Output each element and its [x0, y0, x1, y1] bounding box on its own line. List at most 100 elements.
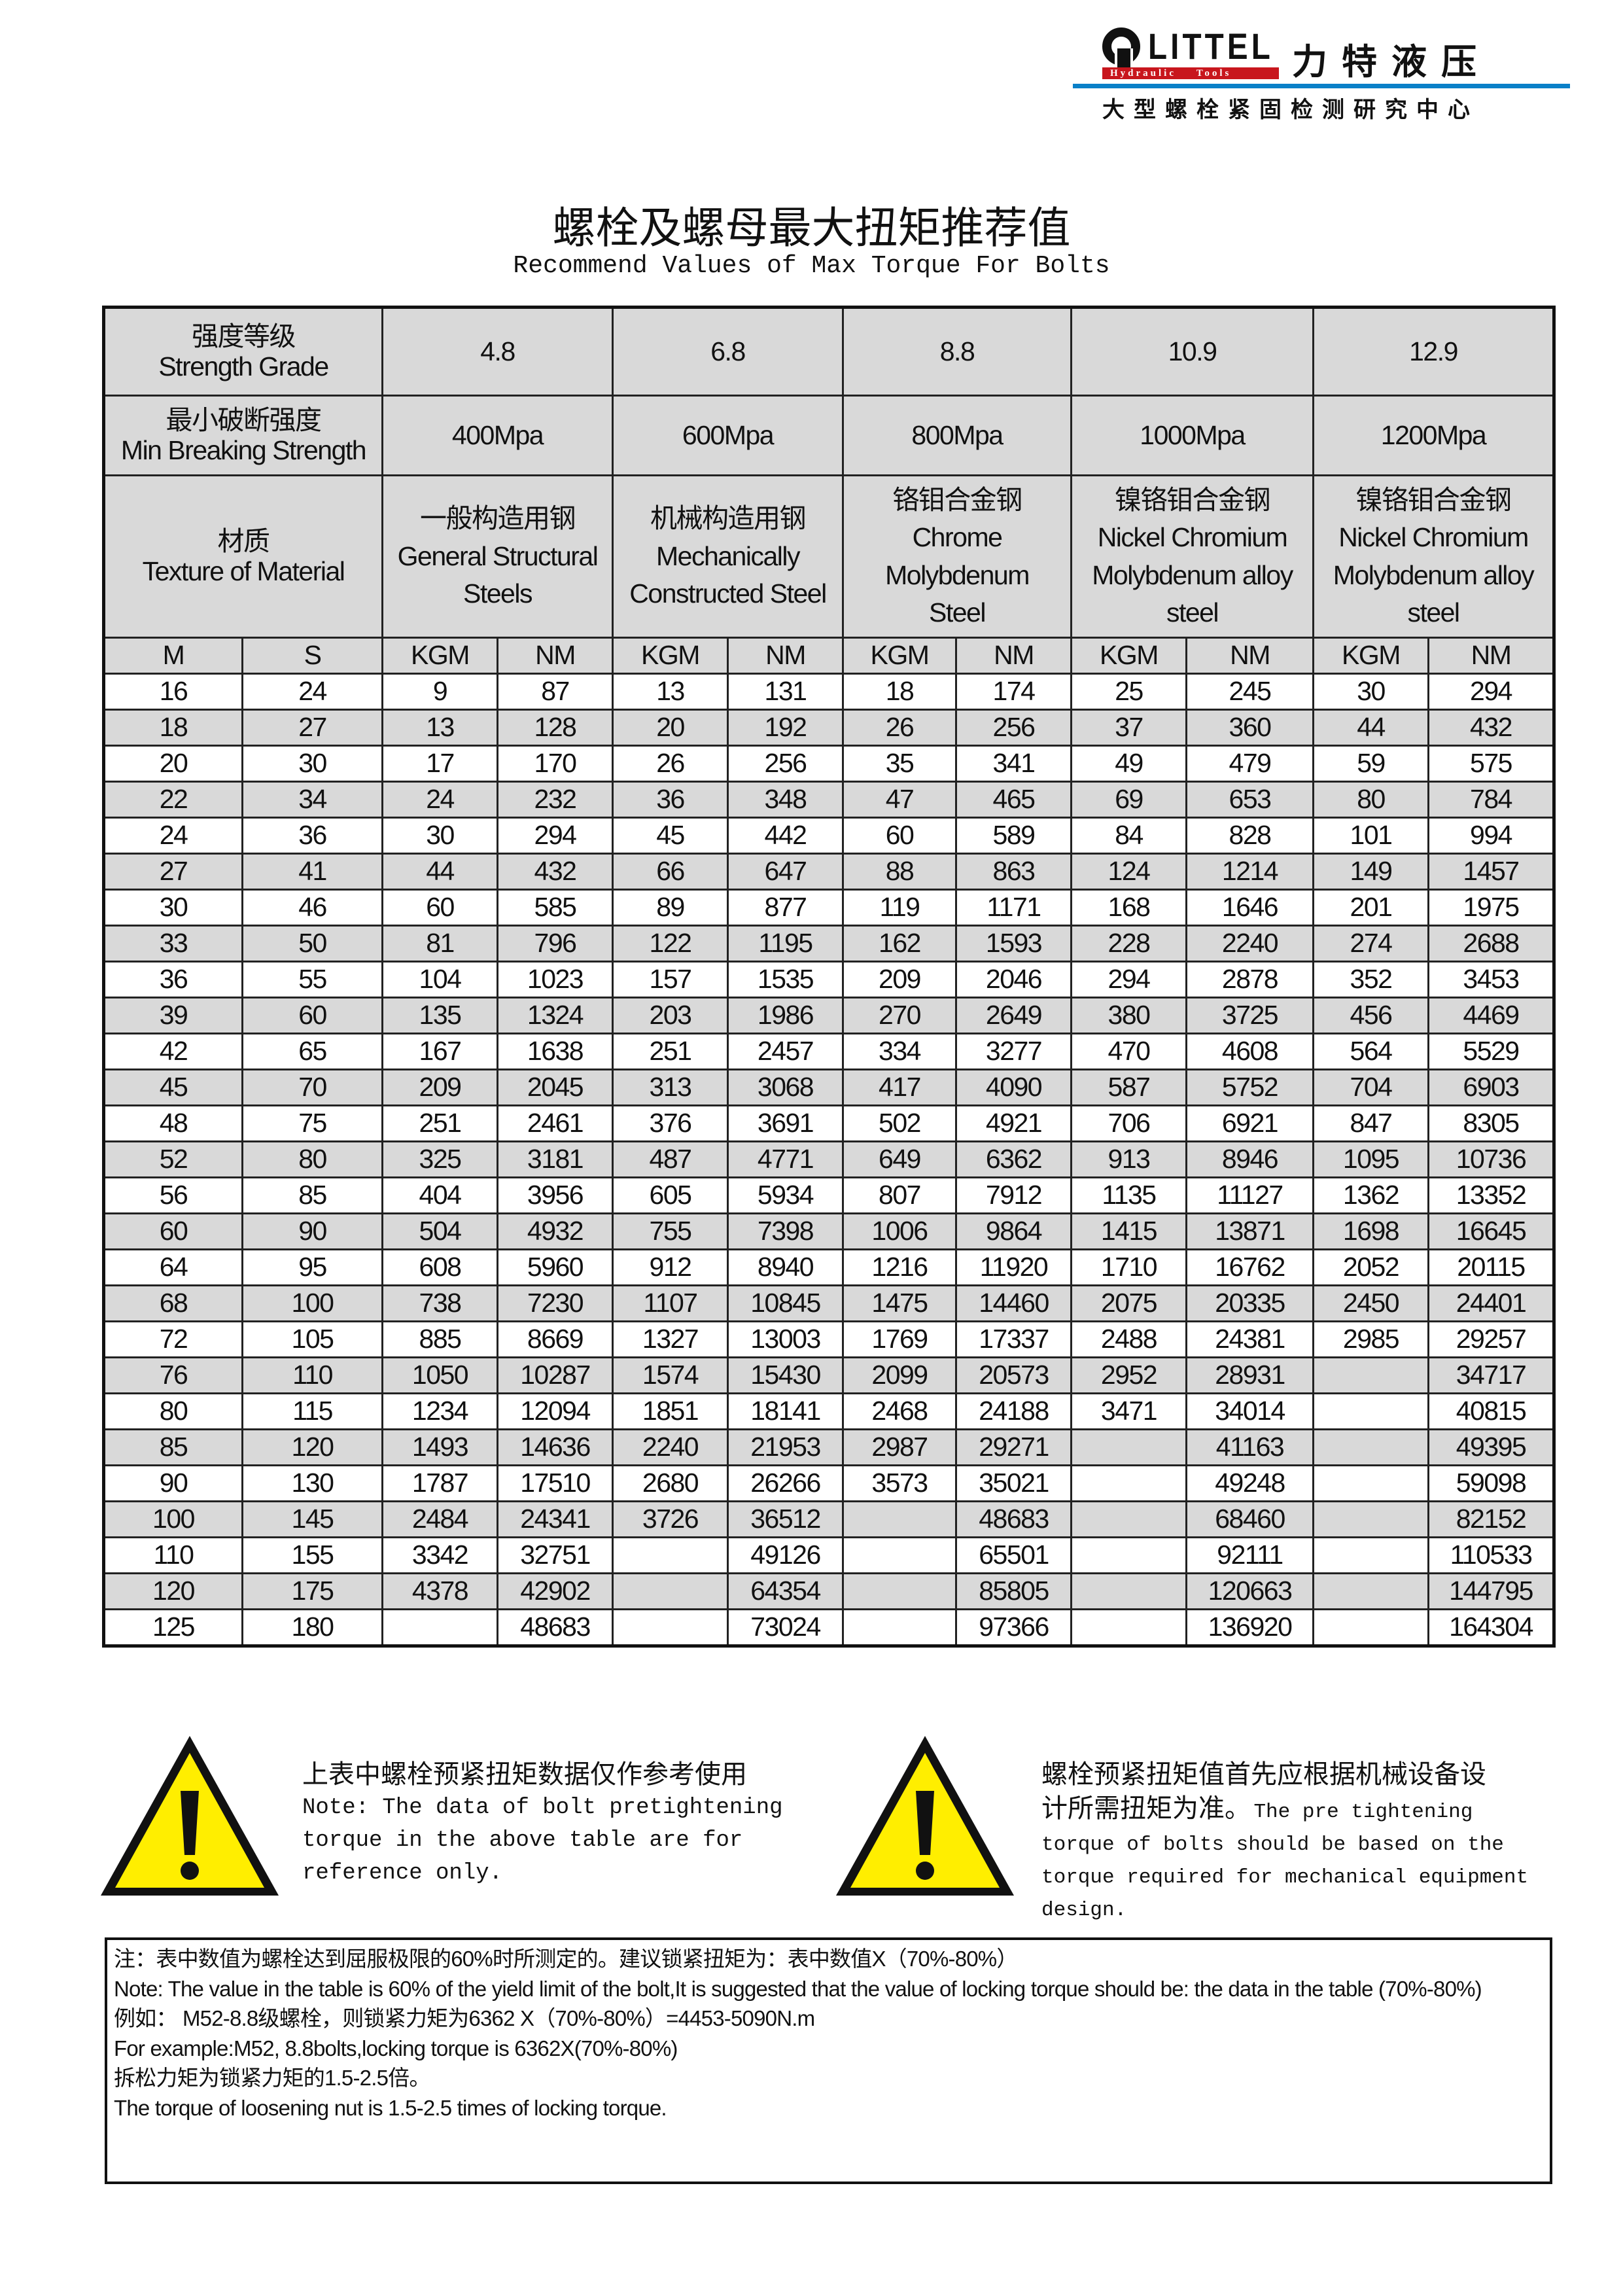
table-cell: 26: [612, 745, 729, 783]
table-cell: 3277: [955, 1033, 1072, 1070]
material-cell: 铬钼合金钢 Chrome Molybdenum Steel: [842, 474, 1072, 639]
table-cell: 88: [842, 853, 957, 891]
table-row: 20 30 17 170 26 256 35 341 49 479 59 575: [103, 745, 1555, 783]
table-cell: 26: [842, 709, 957, 747]
table-cell: 18141: [727, 1392, 844, 1430]
table-cell: 2484: [381, 1500, 498, 1538]
table-cell: 209: [381, 1069, 498, 1106]
table-cell: 80: [241, 1140, 383, 1178]
table-cell: 1787: [381, 1464, 498, 1502]
table-cell: 1415: [1070, 1212, 1187, 1250]
note-line: The torque of loosening nut is 1.5-2.5 t…: [114, 2095, 667, 2120]
table-cell: 24188: [955, 1392, 1072, 1430]
table-cell: 130: [241, 1464, 383, 1502]
warning-1-en-line: reference only.: [302, 1861, 503, 1886]
table-cell: [612, 1572, 729, 1610]
table-cell: 13871: [1185, 1212, 1314, 1250]
table-cell: 706: [1070, 1104, 1187, 1142]
table-cell: 3956: [497, 1176, 614, 1214]
table-cell: 20335: [1185, 1284, 1314, 1322]
table-cell: 26266: [727, 1464, 844, 1502]
table-cell: 1135: [1070, 1176, 1187, 1214]
warning-triangle-icon: [836, 1736, 1014, 1896]
note-line: For example:M52, 8.8bolts,locking torque…: [114, 2036, 678, 2060]
table-cell: 1362: [1312, 1176, 1429, 1214]
table-cell: 149: [1312, 853, 1429, 891]
column-header: KGM: [381, 637, 498, 675]
table-cell: 7230: [497, 1284, 614, 1322]
label-line: 最小破断强度: [166, 405, 323, 436]
table-row: 18 27 13 128 20 192 26 256 37 360 44 432: [103, 709, 1555, 747]
table-cell: 30: [381, 817, 498, 855]
table-cell: 4469: [1427, 997, 1555, 1034]
table-cell: 18: [103, 709, 243, 747]
table-row: 90 130 1787 17510 2680 26266 3573 35021 49248 590…: [103, 1464, 1555, 1502]
table-row: 30 46 60 585 89 877 119 1171 168 1646 201 1975: [103, 889, 1555, 927]
table-cell: 21953: [727, 1428, 844, 1466]
table-cell: 417: [842, 1069, 957, 1106]
material-row: 材质 Texture of Material 一般构造用钢 General Struc…: [103, 474, 1555, 639]
table-cell: 585: [497, 889, 614, 927]
table-cell: 36512: [727, 1500, 844, 1538]
material-line: Constructed Steel: [629, 578, 827, 609]
material-line: 铬钼合金钢: [892, 484, 1022, 515]
warning-1-en-line: torque in the above table are for: [302, 1828, 743, 1853]
table-cell: 144795: [1427, 1572, 1555, 1610]
column-header: NM: [497, 637, 614, 675]
column-header: KGM: [612, 637, 729, 675]
warning-2-cn-line: 螺栓预紧扭矩值首先应根据机械设备设: [1041, 1759, 1486, 1790]
strength-label: 最小破断强度 Min Breaking Strength: [103, 395, 383, 476]
table-cell: 10287: [497, 1356, 614, 1394]
table-cell: 17337: [955, 1320, 1072, 1358]
table-cell: 16: [103, 673, 243, 711]
table-cell: 2952: [1070, 1356, 1187, 1394]
table-cell: 3342: [381, 1536, 498, 1574]
strength-cell: 1200Mpa: [1312, 395, 1555, 476]
table-cell: 8305: [1427, 1104, 1555, 1142]
table-cell: 2240: [612, 1428, 729, 1466]
table-cell: 1851: [612, 1392, 729, 1430]
table-cell: 136920: [1185, 1608, 1314, 1647]
table-cell: 1698: [1312, 1212, 1429, 1250]
material-cell: 镍铬钼合金钢 Nickel Chromium Molybdenum alloy ste…: [1070, 474, 1314, 639]
note-line: 注：表中数值为螺栓达到屈服极限的60%时所测定的。建议锁紧扭矩为：表中数值X（7…: [114, 1947, 1018, 1971]
table-cell: 251: [381, 1104, 498, 1142]
table-cell: [1070, 1464, 1187, 1502]
table-cell: 2240: [1185, 925, 1314, 963]
table-cell: 73024: [727, 1608, 844, 1647]
table-cell: 110: [103, 1536, 243, 1574]
table-row: 100 145 2484 24341 3726 36512 48683 68460 82152: [103, 1500, 1555, 1538]
table-cell: 704: [1312, 1069, 1429, 1106]
table-row: 68 100 738 7230 1107 10845 1475 14460 2075 20335 2…: [103, 1284, 1555, 1322]
table-cell: 32751: [497, 1536, 614, 1574]
table-cell: 33: [103, 925, 243, 963]
table-cell: 174: [955, 673, 1072, 711]
column-header: M: [103, 637, 243, 675]
table-cell: 13352: [1427, 1176, 1555, 1214]
table-cell: 1475: [842, 1284, 957, 1322]
material-line: 镍铬钼合金钢: [1355, 484, 1512, 515]
table-cell: 9864: [955, 1212, 1072, 1250]
table-cell: 35: [842, 745, 957, 783]
material-line: Chrome: [912, 522, 1003, 553]
material-line: 机械构造用钢: [650, 503, 807, 534]
table-cell: 105: [241, 1320, 383, 1358]
table-cell: 192: [727, 709, 844, 747]
table-cell: [381, 1608, 498, 1647]
warning-2-en-line: torque required for mechanical equipment: [1041, 1866, 1529, 1889]
table-cell: 29271: [955, 1428, 1072, 1466]
table-cell: [612, 1536, 729, 1574]
table-cell: 376: [612, 1104, 729, 1142]
strength-cell: 600Mpa: [612, 395, 844, 476]
table-row: 27 41 44 432 66 647 88 863 124 1214 149 1457: [103, 853, 1555, 891]
table-row: 80 115 1234 12094 1851 18141 2468 24188 3471 3401…: [103, 1392, 1555, 1430]
table-cell: 168: [1070, 889, 1187, 927]
table-cell: 847: [1312, 1104, 1429, 1142]
table-cell: 1107: [612, 1284, 729, 1322]
table-cell: 131: [727, 673, 844, 711]
table-cell: 3573: [842, 1464, 957, 1502]
table-cell: 24: [241, 673, 383, 711]
table-cell: 64354: [727, 1572, 844, 1610]
table-cell: [1312, 1428, 1429, 1466]
table-cell: 20: [612, 709, 729, 747]
